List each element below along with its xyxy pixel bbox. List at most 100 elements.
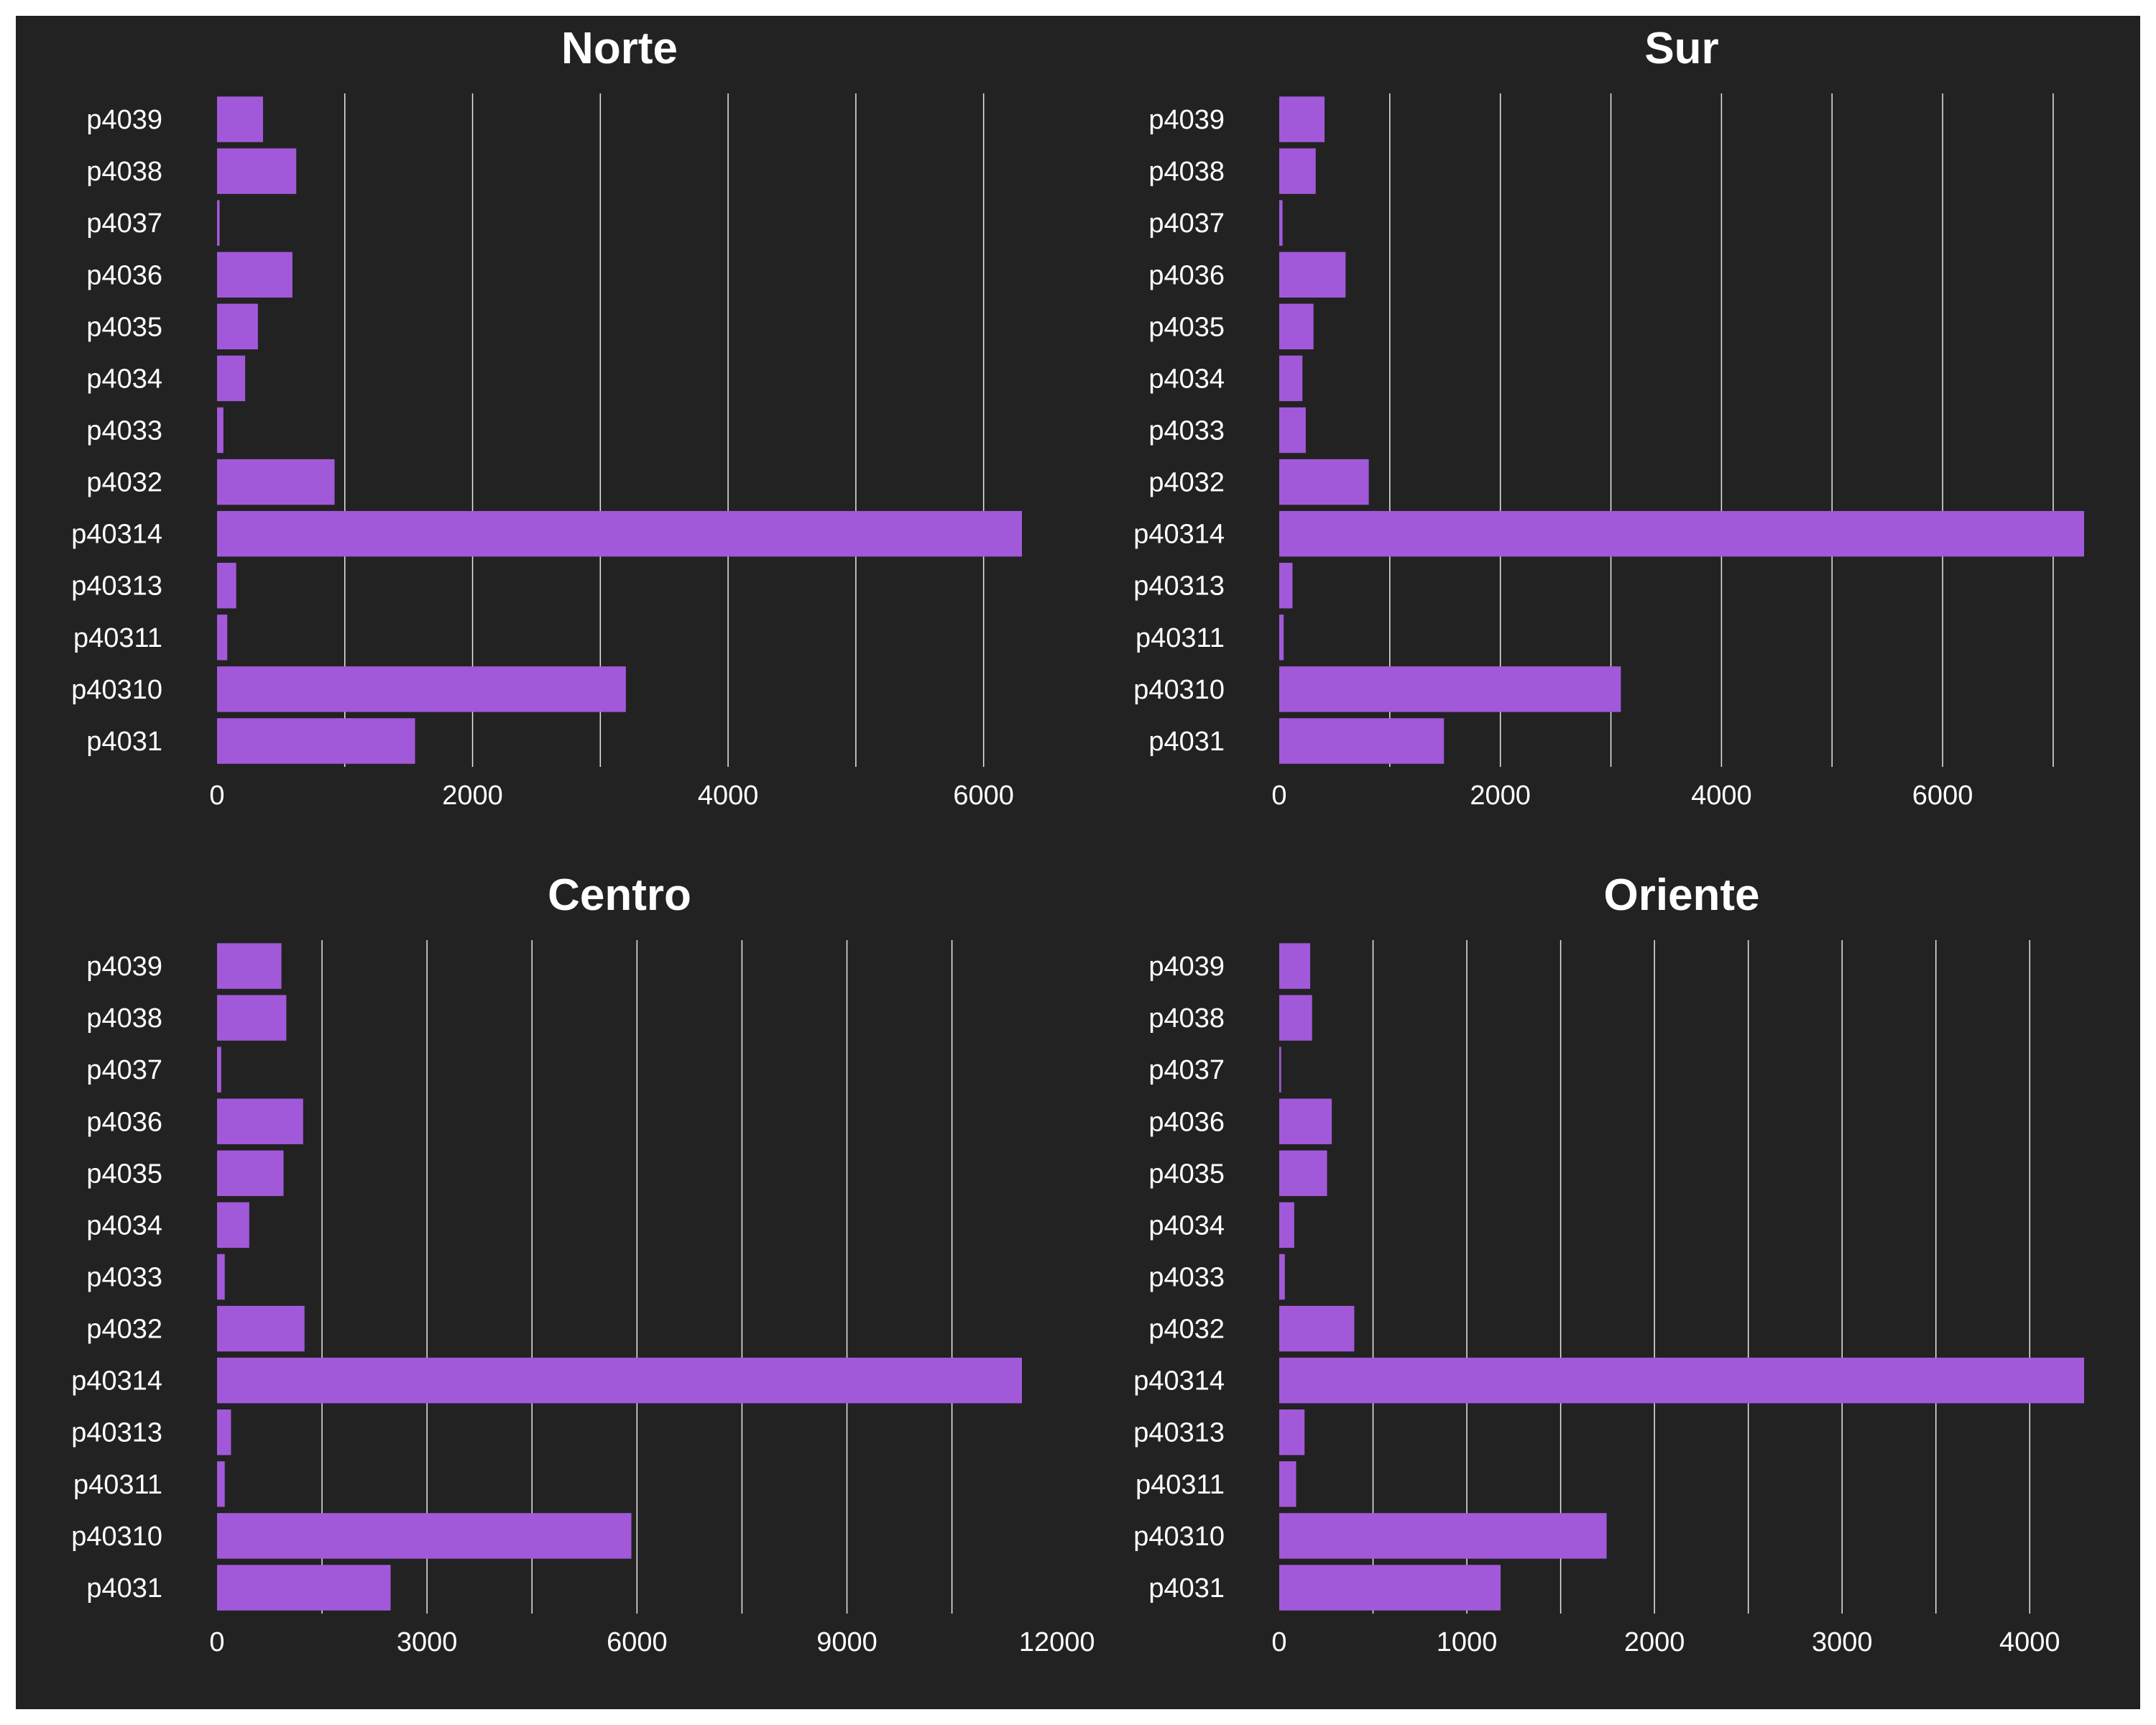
category-label: p40310 [71, 1522, 162, 1552]
x-tick-label: 0 [209, 781, 224, 811]
bar-p4035 [217, 303, 258, 350]
category-label: p4032 [86, 1315, 162, 1345]
bar-p40310 [217, 666, 626, 712]
bar-p4039 [1279, 96, 1325, 142]
category-label: p40310 [71, 675, 162, 705]
bars [1279, 943, 2084, 1611]
category-label: p4032 [86, 468, 162, 498]
panel-sur: Sur p4039p4038p4037p4036p4035p4034p4033p… [1133, 24, 2084, 811]
x-tick-label: 3000 [1812, 1627, 1873, 1657]
bar-p4031 [217, 1565, 391, 1611]
category-label: p4037 [86, 1055, 162, 1085]
category-label: p4035 [1148, 1159, 1225, 1189]
category-label: p4037 [1148, 208, 1225, 239]
panel-norte: Norte p4039p4038p4037p4036p4035p4034p403… [71, 24, 1022, 811]
bar-p4035 [1279, 1150, 1327, 1197]
panel-title: Sur [1644, 24, 1718, 73]
x-tick-labels: 0 2000 4000 6000 [209, 781, 1014, 811]
bar-p4033 [217, 407, 224, 454]
bar-p40313 [217, 563, 236, 609]
bar-p40313 [1279, 1409, 1305, 1455]
category-labels: p4039 p4038 p4037 p4036 p4035 p4034 p4033 p4032… [71, 952, 162, 1604]
x-tick-label: 6000 [953, 781, 1014, 811]
bar-p40314 [217, 510, 1022, 557]
category-label: p4039 [1148, 952, 1225, 982]
category-labels: p4039 p4038 p4037 p4036 p4035 p4034 p4033 p4032… [1133, 952, 1225, 1604]
bar-p4037 [1279, 1046, 1281, 1092]
category-label: p4039 [86, 105, 162, 135]
category-label: p40311 [73, 1470, 162, 1500]
panel-title: Centro [548, 870, 691, 920]
category-label: p4034 [1148, 364, 1225, 394]
bar-p40314 [1279, 510, 2084, 557]
category-label: p4033 [1148, 1263, 1225, 1293]
category-label: p4036 [1148, 1107, 1225, 1137]
category-label: p4038 [86, 1003, 162, 1034]
category-label: p40314 [1133, 1366, 1225, 1397]
x-tick-label: 3000 [397, 1627, 458, 1657]
bar-p4039 [217, 96, 263, 142]
category-label: p4032 [1148, 1315, 1225, 1345]
category-label: p4039 [1148, 105, 1225, 135]
category-label: p4036 [86, 260, 162, 290]
bar-p40310 [1279, 1513, 1607, 1559]
category-label: p4038 [1148, 157, 1225, 187]
bar-p4031 [217, 718, 415, 764]
bars [217, 943, 1022, 1611]
category-label: p4032 [1148, 468, 1225, 498]
bar-p4032 [217, 1305, 305, 1352]
bar-p4038 [1279, 995, 1312, 1041]
bar-p40313 [1279, 563, 1293, 609]
category-label: p40310 [1133, 1522, 1225, 1552]
panel-centro: Centro p4039p4038p4037p4036p4035p4034p40… [71, 870, 1095, 1657]
category-labels: p4039 p4038 p4037 p4036 p4035 p4034 p4033 p4032… [1133, 105, 1225, 757]
x-tick-label: 12000 [1019, 1627, 1095, 1657]
x-tick-label: 2000 [1470, 781, 1531, 811]
category-label: p40313 [1133, 1418, 1225, 1448]
category-label: p40311 [1135, 623, 1225, 653]
bar-p4036 [1279, 1098, 1332, 1144]
bar-p4034 [217, 1202, 249, 1248]
x-tick-label: 6000 [607, 1627, 668, 1657]
x-tick-label: 2000 [442, 781, 503, 811]
bar-p4038 [217, 995, 287, 1041]
bar-p4033 [1279, 407, 1306, 454]
bar-p40311 [1279, 615, 1284, 661]
bar-p4031 [1279, 718, 1445, 764]
grid-lines [344, 93, 985, 767]
category-label: p40314 [1133, 520, 1225, 550]
bar-p4032 [1279, 459, 1369, 505]
category-label: p4035 [86, 312, 162, 342]
category-label: p4031 [86, 727, 162, 757]
panel-oriente: Oriente p4039p4038p4037p4036p4035p4034p4… [1133, 870, 2084, 1657]
chart-frame: Norte p4039 p4038 p4037 p4036 p4035 p4034 p403… [16, 16, 2140, 1709]
bar-p4038 [1279, 148, 1316, 194]
category-label: p40311 [1135, 1470, 1225, 1500]
bar-p4034 [217, 355, 246, 402]
x-tick-label: 0 [1271, 781, 1286, 811]
panel-title: Norte [561, 24, 678, 73]
category-label: p4039 [86, 952, 162, 982]
x-tick-label: 0 [1271, 1627, 1286, 1657]
bar-p40311 [217, 615, 228, 661]
bars [1279, 96, 2084, 764]
x-tick-label: 6000 [1912, 781, 1973, 811]
category-label: p4034 [86, 1210, 162, 1241]
bar-p4039 [217, 943, 282, 989]
bar-p4034 [1279, 1202, 1294, 1248]
grid-lines [321, 940, 953, 1614]
x-tick-labels: 0 3000 6000 9000 12000 [209, 1627, 1095, 1657]
x-tick-label: 1000 [1437, 1627, 1498, 1657]
panel-title: Oriente [1603, 870, 1759, 920]
bar-p4038 [217, 148, 297, 194]
bar-p40310 [1279, 666, 1621, 712]
bar-p40314 [217, 1357, 1022, 1404]
category-label: p40311 [73, 623, 162, 653]
bar-p4037 [217, 1046, 221, 1092]
bar-p4037 [1279, 200, 1283, 246]
category-label: p4031 [1148, 727, 1225, 757]
bar-p40310 [217, 1513, 632, 1559]
grid-lines [1389, 93, 2054, 767]
bar-p4033 [1279, 1254, 1285, 1300]
x-tick-labels: 0 2000 4000 6000 [1271, 781, 1973, 811]
